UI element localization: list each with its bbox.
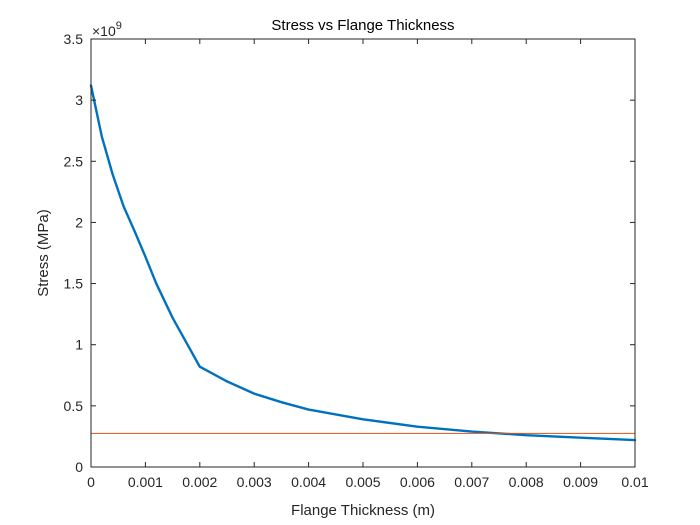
y-tick-label: 1.5 <box>64 276 84 292</box>
series-layer <box>89 84 637 442</box>
y-axis-ticks: 0 0.5 1 1.5 2 2.5 3 3.5 <box>64 31 635 475</box>
x-tick-label: 0.002 <box>182 474 217 490</box>
y-tick-label: 3 <box>75 92 83 108</box>
x-tick-label: 0.007 <box>454 474 489 490</box>
y-multiplier: ×109 <box>92 20 122 39</box>
y-tick-label: 2.5 <box>64 153 84 169</box>
y-tick-label: 3.5 <box>64 31 84 47</box>
plot-area <box>91 39 635 467</box>
x-tick-label: 0.005 <box>345 474 380 490</box>
x-tick-label: 0.009 <box>563 474 598 490</box>
x-tick-label: 0.001 <box>128 474 163 490</box>
y-tick-label: 0 <box>75 459 83 475</box>
chart-title: Stress vs Flange Thickness <box>271 17 454 34</box>
x-tick-label: 0.01 <box>621 474 648 490</box>
y-tick-label: 2 <box>75 214 83 230</box>
x-tick-label: 0.006 <box>400 474 435 490</box>
x-axis-ticks: 0 0.001 0.002 0.003 0.004 0.005 0.006 0.007 0.00… <box>87 39 649 490</box>
x-tick-label: 0 <box>87 474 95 490</box>
y-tick-label: 0.5 <box>64 398 84 414</box>
y-tick-label: 1 <box>75 337 83 353</box>
x-tick-label: 0.004 <box>291 474 326 490</box>
y-axis-label: Stress (MPa) <box>35 209 52 297</box>
x-axis-label: Flange Thickness (m) <box>291 502 435 519</box>
series-line-1 <box>89 84 637 442</box>
y-multiplier-exponent: 9 <box>116 20 122 32</box>
x-tick-label: 0.003 <box>237 474 272 490</box>
y-multiplier-base: ×10 <box>92 23 116 39</box>
x-tick-label: 0.008 <box>509 474 544 490</box>
